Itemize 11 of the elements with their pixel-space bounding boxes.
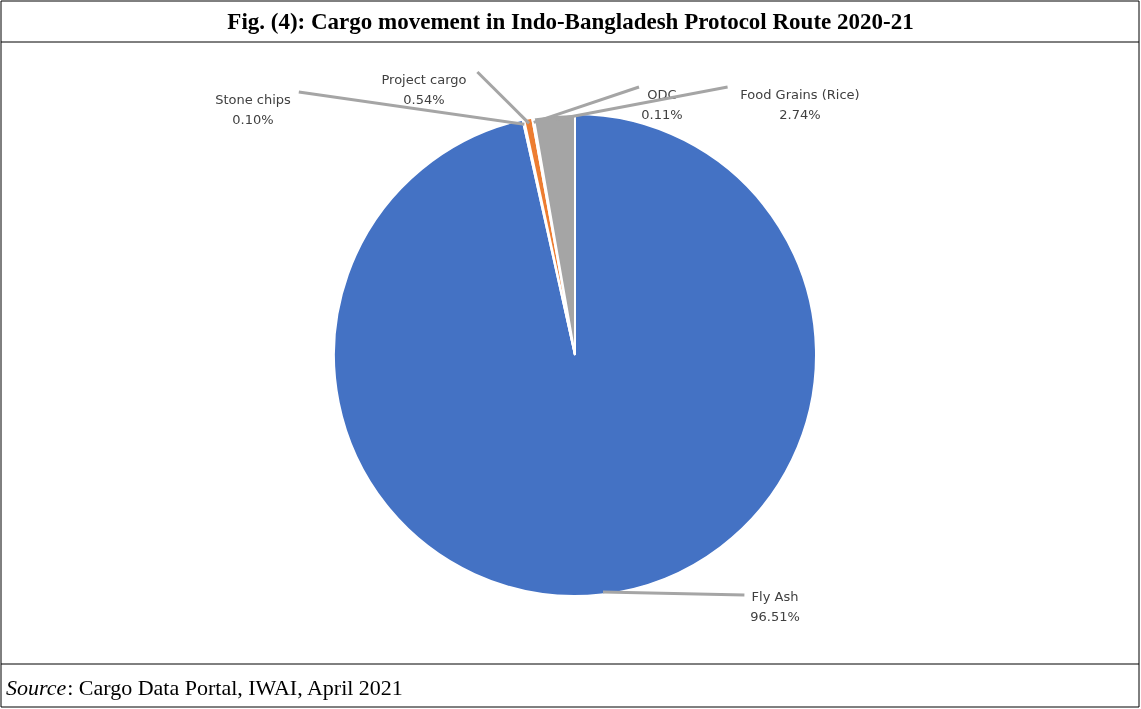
chart-title: Fig. (4): Cargo movement in Indo-Bangladesh Protocol Route 2020-21 [227, 9, 914, 34]
slice-label: Food Grains (Rice) [740, 87, 860, 102]
source-note: Source: Cargo Data Portal, IWAI, April 2021 [6, 675, 403, 700]
data-label: 0.54% [403, 92, 445, 107]
data-label: 0.10% [232, 112, 274, 127]
data-label: 96.51% [750, 609, 800, 624]
slice-label: Project cargo [381, 72, 467, 87]
data-label: 2.74% [779, 107, 821, 122]
slice-label: Stone chips [215, 92, 292, 107]
slice-label: Fly Ash [751, 589, 799, 604]
data-label: 0.11% [641, 107, 683, 122]
